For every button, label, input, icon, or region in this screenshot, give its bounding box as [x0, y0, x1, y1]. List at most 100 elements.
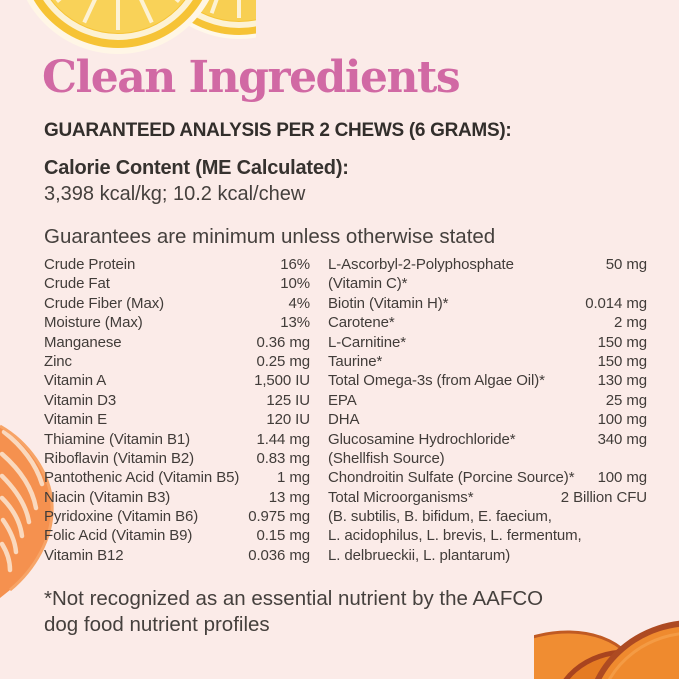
nutrient-value: 100 mg	[597, 469, 648, 487]
nutrient-label: Total Microorganisms*	[328, 488, 474, 506]
table-row: Vitamin B12 0.036 mg	[44, 546, 310, 565]
calorie-content-label: Calorie Content (ME Calculated):	[44, 157, 349, 179]
nutrient-value: 16%	[280, 256, 310, 273]
nutrient-label: Carotene*	[328, 314, 395, 332]
nutrient-label: Crude Fat	[44, 275, 110, 293]
nutrient-label: Vitamin D3	[44, 391, 117, 409]
nutrient-value: 0.36 mg	[256, 333, 311, 351]
nutrient-value: 0.014 mg	[585, 294, 647, 312]
table-row: L. acidophilus, L. brevis, L. fermentum,	[328, 526, 647, 545]
table-row: Pyridoxine (Vitamin B6) 0.975 mg	[44, 507, 310, 526]
table-row: Moisture (Max) 13%	[44, 313, 310, 332]
table-row: Vitamin A 1,500 IU	[44, 371, 310, 390]
nutrient-label: L-Ascorbyl-2-Polyphosphate	[328, 256, 514, 273]
table-row: Crude Fat 10%	[44, 274, 310, 293]
citrus-slices-image	[26, 0, 256, 54]
nutrient-label: L. delbrueckii, L. plantarum)	[328, 546, 511, 564]
nutrient-label: L-Carnitine*	[328, 333, 407, 351]
nutrient-value: 0.25 mg	[256, 352, 311, 370]
table-row: Total Microorganisms* 2 Billion CFU	[328, 488, 647, 507]
nutrient-label: Taurine*	[328, 352, 383, 370]
table-row: Vitamin E 120 IU	[44, 410, 310, 429]
table-row: Manganese 0.36 mg	[44, 333, 310, 352]
table-row: Glucosamine Hydrochloride* 340 mg	[328, 430, 647, 449]
nutrient-label: Moisture (Max)	[44, 314, 143, 332]
nutrient-label: Vitamin B12	[44, 546, 124, 564]
nutrient-label: Vitamin E	[44, 411, 108, 429]
nutrient-label: L. acidophilus, L. brevis, L. fermentum,	[328, 527, 582, 545]
table-row: DHA 100 mg	[328, 410, 647, 429]
nutrient-value: 0.83 mg	[256, 449, 311, 467]
table-row: Carotene* 2 mg	[328, 313, 647, 332]
nutrient-value: 10%	[280, 275, 310, 293]
nutrient-value: 130 mg	[597, 372, 648, 390]
nutrient-value: 2 Billion CFU	[560, 488, 647, 506]
nutrient-value: 0.975 mg	[248, 508, 310, 526]
calorie-content-value: 3,398 kcal/kg; 10.2 kcal/chew	[44, 183, 306, 205]
nutrient-label: Riboflavin (Vitamin B2)	[44, 449, 194, 467]
table-row: EPA 25 mg	[328, 391, 647, 410]
table-row: Zinc 0.25 mg	[44, 352, 310, 371]
table-row: Biotin (Vitamin H)* 0.014 mg	[328, 294, 647, 313]
table-row: Total Omega-3s (from Algae Oil)* 130 mg	[328, 371, 647, 390]
table-row: L-Carnitine* 150 mg	[328, 333, 647, 352]
nutrient-label: Manganese	[44, 333, 122, 351]
nutrient-value: 2 mg	[614, 314, 647, 332]
guaranteed-analysis-heading: GUARANTEED ANALYSIS PER 2 CHEWS (6 GRAMS…	[44, 120, 512, 141]
nutrient-label: Thiamine (Vitamin B1)	[44, 430, 191, 448]
table-row: (Vitamin C)*	[328, 274, 647, 293]
table-row: Niacin (Vitamin B3) 13 mg	[44, 488, 310, 507]
guarantee-note: Guarantees are minimum unless otherwise …	[44, 225, 496, 248]
nutrient-value: 25 mg	[605, 391, 647, 409]
nutrient-label: (Vitamin C)*	[328, 275, 408, 293]
nutrient-value: 1,500 IU	[254, 372, 310, 390]
table-row: (Shellfish Source)	[328, 449, 647, 468]
nutrient-label: Zinc	[44, 352, 72, 370]
nutrient-value: 13%	[280, 314, 310, 332]
table-row: Pantothenic Acid (Vitamin B5) 1 mg	[44, 468, 310, 487]
nutrient-value: 1 mg	[277, 469, 310, 487]
nutrient-value: 120 IU	[266, 411, 310, 429]
analysis-column-right: L-Ascorbyl-2-Polyphosphate 50 mg (Vitami…	[328, 255, 647, 565]
nutrient-value: 125 IU	[266, 391, 310, 409]
nutrient-value: 1.44 mg	[256, 430, 311, 448]
nutrient-value: 0.036 mg	[248, 546, 310, 564]
table-row: Crude Fiber (Max) 4%	[44, 294, 310, 313]
nutrient-label: Crude Fiber (Max)	[44, 294, 164, 312]
nutrient-value: 340 mg	[597, 430, 648, 448]
nutrient-label: Crude Protein	[44, 256, 136, 273]
nutrient-label: Pyridoxine (Vitamin B6)	[44, 508, 199, 526]
nutrient-label: (B. subtilis, B. bifidum, E. faecium,	[328, 508, 552, 526]
table-row: Folic Acid (Vitamin B9) 0.15 mg	[44, 526, 310, 545]
analysis-column-left: Crude Protein 16% Crude Fat 10% Crude Fi…	[44, 255, 310, 565]
table-row: Chondroitin Sulfate (Porcine Source)* 10…	[328, 468, 647, 487]
nutrient-value: 0.15 mg	[256, 527, 311, 545]
nutrient-value: 150 mg	[597, 333, 648, 351]
table-row: L-Ascorbyl-2-Polyphosphate 50 mg	[328, 255, 647, 274]
nutrient-label: Biotin (Vitamin H)*	[328, 294, 449, 312]
nutrient-label: Pantothenic Acid (Vitamin B5)	[44, 469, 240, 487]
nutrient-label: Glucosamine Hydrochloride*	[328, 430, 516, 448]
nutrient-value: 150 mg	[597, 352, 648, 370]
table-row: Vitamin D3 125 IU	[44, 391, 310, 410]
table-row: L. delbrueckii, L. plantarum)	[328, 546, 647, 565]
nutrient-label: Chondroitin Sulfate (Porcine Source)*	[328, 469, 575, 487]
nutrient-label: Total Omega-3s (from Algae Oil)*	[328, 372, 545, 390]
nutrient-label: Niacin (Vitamin B3)	[44, 488, 171, 506]
page-title: Clean Ingredients	[42, 52, 461, 103]
nutrient-label: Folic Acid (Vitamin B9)	[44, 527, 193, 545]
nutrient-value: 100 mg	[597, 411, 648, 429]
nutrient-label: EPA	[328, 391, 357, 409]
table-row: (B. subtilis, B. bifidum, E. faecium,	[328, 507, 647, 526]
aafco-footnote: *Not recognized as an essential nutrient…	[44, 587, 544, 636]
table-row: Taurine* 150 mg	[328, 352, 647, 371]
nutrient-value: 4%	[288, 294, 311, 312]
nutrient-value: 50 mg	[605, 256, 647, 273]
nutrient-label: Vitamin A	[44, 372, 107, 390]
nutrient-label: DHA	[328, 411, 360, 429]
nutrient-value: 13 mg	[268, 488, 310, 506]
table-row: Riboflavin (Vitamin B2) 0.83 mg	[44, 449, 310, 468]
table-row: Thiamine (Vitamin B1) 1.44 mg	[44, 430, 310, 449]
table-row: Crude Protein 16%	[44, 255, 310, 274]
